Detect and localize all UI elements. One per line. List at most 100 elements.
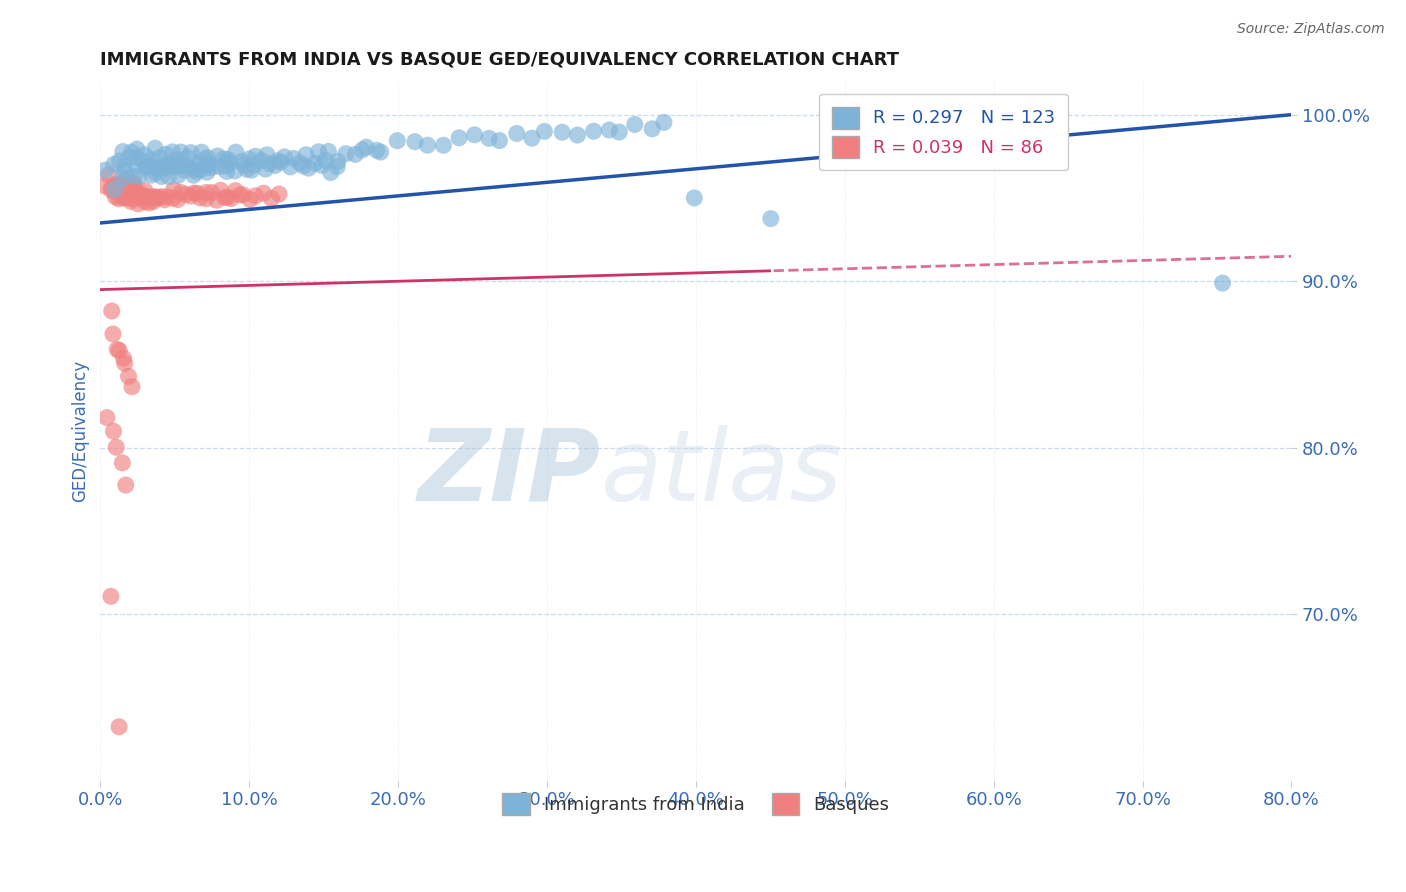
Point (120, 186, 142, 200)
Point (122, 176, 145, 190)
Point (159, 156, 181, 170)
Point (506, 127, 529, 141)
Point (143, 141, 166, 155)
Point (104, 182, 127, 196)
Point (267, 153, 290, 168)
Point (105, 440, 128, 454)
Point (162, 191, 184, 205)
Point (118, 187, 141, 202)
Point (250, 153, 273, 168)
Point (105, 181, 128, 195)
Point (238, 152, 260, 166)
Point (259, 157, 281, 171)
Point (197, 158, 219, 172)
Point (174, 187, 197, 202)
Point (582, 124, 605, 138)
Point (108, 720, 131, 734)
Point (96, 410, 118, 425)
Point (207, 149, 229, 163)
Y-axis label: GED/Equivalency: GED/Equivalency (72, 360, 89, 502)
Point (143, 190, 166, 204)
Point (186, 186, 208, 201)
Point (118, 191, 141, 205)
Point (169, 158, 191, 172)
Point (652, 115, 675, 129)
Point (387, 134, 409, 148)
Point (101, 181, 124, 195)
Point (195, 165, 218, 179)
Point (177, 160, 200, 174)
Point (683, 191, 706, 205)
Point (115, 171, 138, 186)
Point (232, 187, 254, 202)
Point (304, 156, 326, 170)
Point (200, 161, 222, 175)
Point (260, 192, 283, 206)
Text: Source: ZipAtlas.com: Source: ZipAtlas.com (1237, 22, 1385, 37)
Point (297, 161, 319, 176)
Point (162, 183, 184, 197)
Point (148, 151, 170, 165)
Point (105, 343, 128, 357)
Point (111, 456, 134, 470)
Point (288, 156, 311, 170)
Point (245, 189, 267, 203)
Point (124, 180, 146, 194)
Point (125, 151, 148, 165)
Point (352, 143, 374, 157)
Point (188, 156, 211, 170)
Point (233, 158, 256, 172)
Point (101, 326, 124, 341)
Point (183, 168, 205, 182)
Point (117, 181, 139, 195)
Point (108, 153, 131, 168)
Point (121, 380, 143, 394)
Point (447, 130, 470, 145)
Point (135, 159, 157, 173)
Point (607, 125, 630, 139)
Point (114, 478, 136, 492)
Point (245, 149, 267, 163)
Point (229, 187, 252, 202)
Point (111, 145, 134, 159)
Point (125, 158, 148, 172)
Point (103, 425, 125, 439)
Point (183, 162, 205, 177)
Point (155, 147, 177, 161)
Point (134, 194, 156, 209)
Point (150, 189, 173, 203)
Point (201, 186, 224, 200)
Point (225, 145, 247, 160)
Point (141, 168, 163, 182)
Point (335, 146, 357, 161)
Point (100, 589, 122, 603)
Point (254, 162, 277, 177)
Point (131, 191, 153, 205)
Point (404, 135, 426, 149)
Point (167, 169, 190, 183)
Point (94, 163, 117, 178)
Point (217, 190, 239, 204)
Point (160, 160, 183, 174)
Point (623, 118, 645, 132)
Point (292, 159, 315, 173)
Point (308, 145, 330, 159)
Point (120, 178, 142, 192)
Point (180, 145, 202, 160)
Point (111, 179, 134, 194)
Point (134, 184, 156, 198)
Point (314, 153, 336, 168)
Point (112, 177, 135, 191)
Point (252, 186, 274, 201)
Point (135, 161, 157, 175)
Point (172, 158, 194, 172)
Point (243, 158, 266, 172)
Point (111, 185, 134, 199)
Point (176, 151, 198, 165)
Point (128, 169, 150, 184)
Point (166, 193, 188, 207)
Point (143, 191, 166, 205)
Point (188, 191, 211, 205)
Point (270, 155, 292, 169)
Point (114, 164, 136, 178)
